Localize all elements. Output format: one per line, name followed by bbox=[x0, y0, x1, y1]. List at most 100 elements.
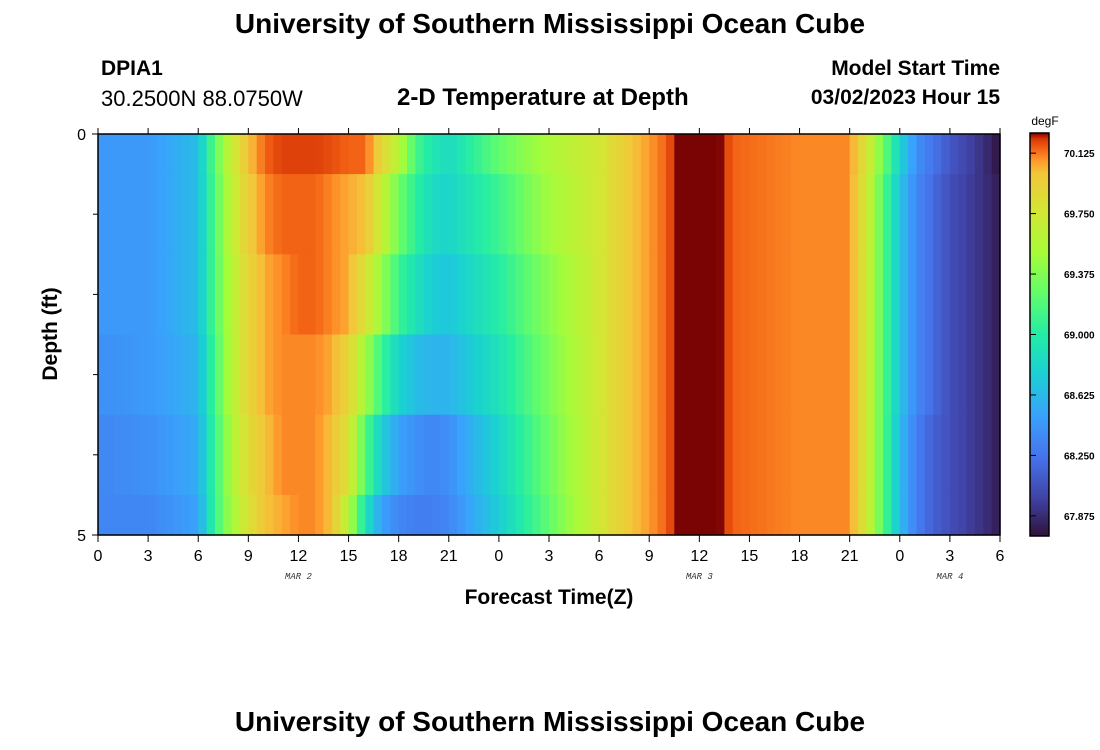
heatmap-cell bbox=[239, 134, 249, 175]
heatmap-cell bbox=[690, 174, 700, 255]
heatmap-cell bbox=[916, 414, 926, 496]
heatmap-cell bbox=[131, 134, 141, 175]
heatmap-cell bbox=[782, 334, 792, 416]
heatmap-cell bbox=[239, 494, 249, 536]
heatmap-cell bbox=[448, 334, 458, 416]
heatmap-cell bbox=[791, 414, 801, 496]
heatmap-cell bbox=[390, 334, 400, 416]
heatmap-cell bbox=[724, 254, 734, 336]
heatmap-cell bbox=[958, 494, 968, 536]
heatmap-cell bbox=[807, 174, 817, 255]
heatmap-cell bbox=[315, 334, 325, 416]
heatmap-cell bbox=[874, 494, 884, 536]
heatmap-cell bbox=[298, 254, 308, 336]
heatmap-cell bbox=[799, 414, 809, 496]
heatmap-cell bbox=[373, 334, 383, 416]
heatmap-cell bbox=[899, 254, 909, 336]
heatmap-cell bbox=[365, 174, 375, 255]
heatmap-cell bbox=[832, 334, 842, 416]
heatmap-cell bbox=[640, 174, 650, 255]
heatmap-cell bbox=[565, 134, 575, 175]
heatmap-cell bbox=[281, 334, 291, 416]
heatmap-cell bbox=[741, 134, 751, 175]
heatmap-cell bbox=[690, 254, 700, 336]
heatmap-cell bbox=[599, 254, 609, 336]
heatmap-cell bbox=[390, 494, 400, 536]
heatmap-cell bbox=[373, 174, 383, 255]
heatmap-cell bbox=[724, 134, 734, 175]
x-tick-label: 0 bbox=[494, 548, 503, 565]
heatmap-cell bbox=[256, 414, 266, 496]
heatmap-cell bbox=[690, 134, 700, 175]
heatmap-cell bbox=[707, 174, 717, 255]
heatmap-cell bbox=[657, 414, 667, 496]
heatmap-cell bbox=[465, 174, 475, 255]
heatmap-cell bbox=[582, 414, 592, 496]
heatmap-cell bbox=[423, 254, 433, 336]
heatmap-cell bbox=[181, 254, 191, 336]
heatmap-cell bbox=[482, 254, 492, 336]
heatmap-cell bbox=[331, 134, 341, 175]
heatmap-cell bbox=[206, 254, 216, 336]
heatmap-cell bbox=[849, 334, 859, 416]
heatmap-cell bbox=[949, 134, 959, 175]
heatmap-cell bbox=[966, 494, 976, 536]
heatmap-cell bbox=[699, 254, 709, 336]
heatmap-cell bbox=[156, 494, 166, 536]
heatmap-cell bbox=[983, 174, 993, 255]
heatmap-cell bbox=[98, 134, 107, 175]
heatmap-cell bbox=[265, 254, 274, 336]
heatmap-cell bbox=[757, 174, 767, 255]
heatmap-cell bbox=[799, 174, 809, 255]
heatmap-cell bbox=[891, 254, 901, 336]
heatmap-cell bbox=[331, 334, 341, 416]
heatmap-cell bbox=[732, 414, 742, 496]
heatmap-cell bbox=[557, 134, 567, 175]
heatmap-cell bbox=[106, 174, 116, 255]
heatmap-cell bbox=[206, 134, 216, 175]
heatmap-cell bbox=[348, 174, 358, 255]
heatmap-cell bbox=[231, 174, 241, 255]
heatmap-cell bbox=[991, 174, 1001, 255]
heatmap-cell bbox=[306, 414, 316, 496]
heatmap-cell bbox=[523, 414, 533, 496]
heatmap-cell bbox=[924, 494, 934, 536]
heatmap-cell bbox=[707, 254, 717, 336]
heatmap-cell bbox=[949, 494, 959, 536]
heatmap-cell bbox=[473, 334, 483, 416]
heatmap-cell bbox=[189, 494, 199, 536]
heatmap-cell bbox=[248, 334, 258, 416]
heatmap-cell bbox=[214, 134, 224, 175]
heatmap-cell bbox=[974, 334, 984, 416]
heatmap-cell bbox=[173, 334, 183, 416]
heatmap-cell bbox=[966, 134, 976, 175]
heatmap-cell bbox=[457, 334, 467, 416]
heatmap-cell bbox=[457, 174, 467, 255]
heatmap-cell bbox=[766, 174, 776, 255]
heatmap-cell bbox=[649, 414, 659, 496]
heatmap-cell bbox=[632, 414, 642, 496]
heatmap-cell bbox=[340, 174, 350, 255]
heatmap-cell bbox=[156, 254, 166, 336]
footer-title: University of Southern Mississippi Ocean… bbox=[234, 706, 866, 737]
heatmap-cell bbox=[139, 334, 149, 416]
heatmap-cell bbox=[557, 414, 567, 496]
heatmap-cell bbox=[131, 174, 141, 255]
heatmap-cell bbox=[340, 134, 350, 175]
heatmap-cell bbox=[290, 414, 300, 496]
heatmap-cell bbox=[365, 494, 375, 536]
heatmap-cell bbox=[716, 134, 725, 175]
heatmap-cell bbox=[298, 334, 308, 416]
axes: 0 3 6 9 12 15 18 21 0 3 6 9 12 15 18 21 0 3 6 MAR 2 MAR 3 MAR… bbox=[77, 127, 1004, 582]
heatmap-cell bbox=[507, 134, 517, 175]
heatmap-cell bbox=[482, 134, 492, 175]
heatmap-cell bbox=[707, 494, 717, 536]
heatmap-cell bbox=[832, 414, 842, 496]
heatmap-cell bbox=[908, 134, 918, 175]
heatmap-cell bbox=[532, 254, 542, 336]
x-tick-label: 21 bbox=[841, 548, 859, 565]
heatmap-cell bbox=[123, 494, 133, 536]
heatmap-cell bbox=[356, 134, 366, 175]
heatmap-cell bbox=[757, 254, 767, 336]
heatmap-cell bbox=[866, 174, 876, 255]
